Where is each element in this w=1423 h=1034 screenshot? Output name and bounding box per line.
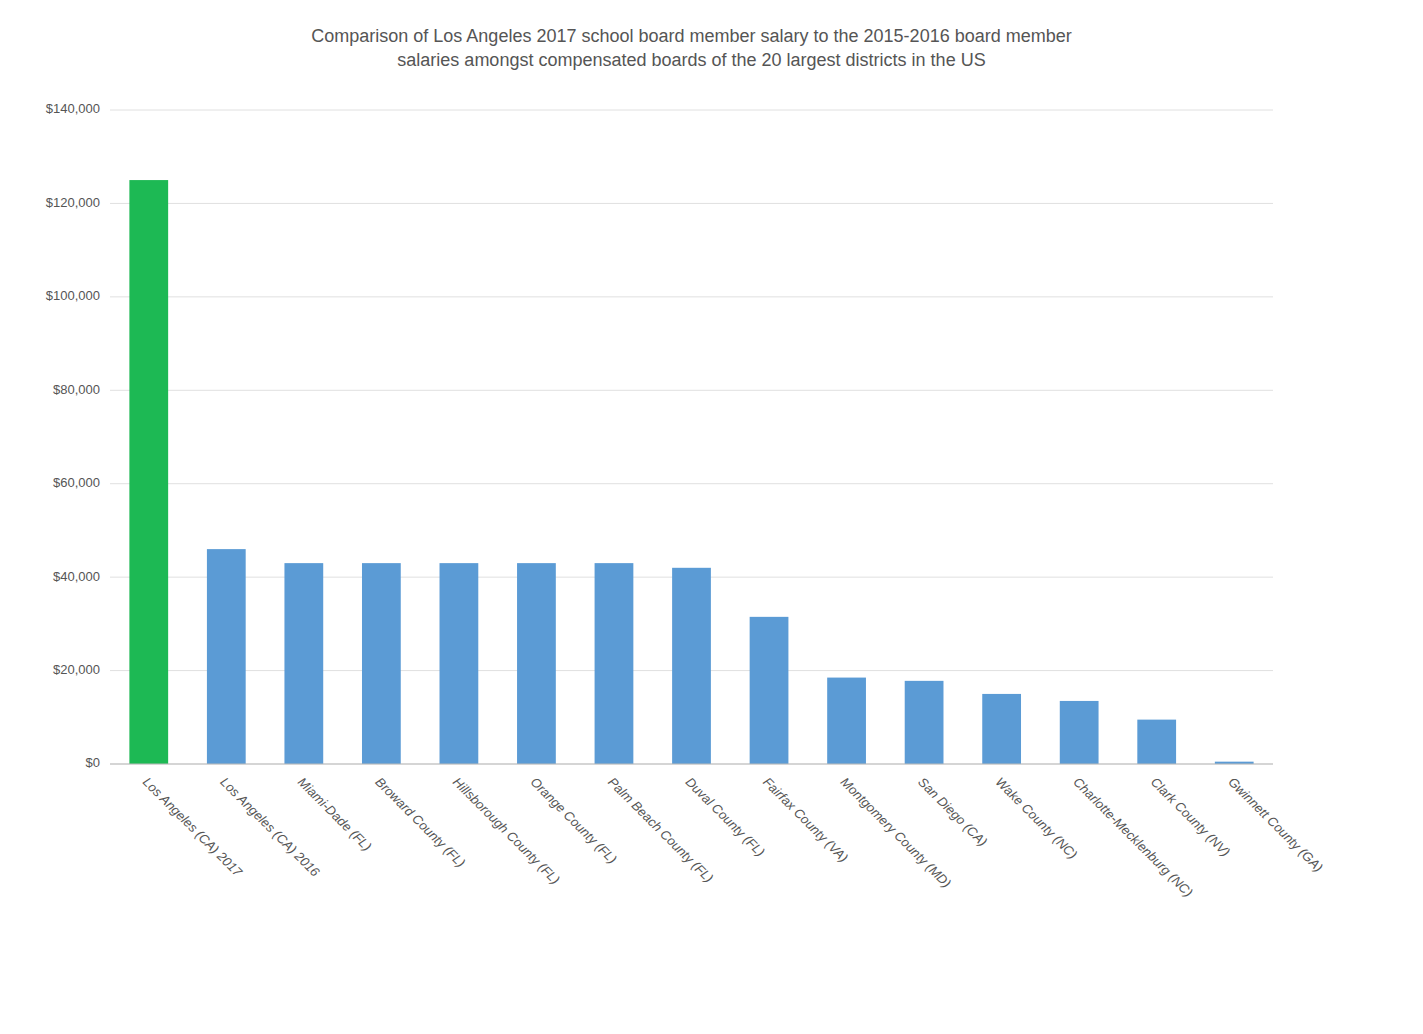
bar [672,568,711,764]
y-tick-label: $120,000 [46,195,100,210]
bar [129,180,168,764]
x-tick-label: Fairfax County (VA) [760,774,851,865]
bar [750,617,789,764]
background [0,0,1423,1034]
y-tick-label: $40,000 [53,569,100,584]
title: Comparison of Los Angeles 2017 school bo… [311,26,1071,70]
grid-line [110,483,1273,484]
bar [440,563,479,764]
bar [982,694,1021,764]
bar [362,563,401,764]
grid-line [110,203,1273,204]
y-grid [110,110,1273,764]
bars [129,180,1253,764]
bar [207,549,246,764]
bar [284,563,323,764]
bar [517,563,556,764]
x-tick-labels: Los Angeles (CA) 2017Los Angeles (CA) 20… [140,774,1326,900]
chart-svg: $0 $20,000 $40,000 $60,000 $80,000 $100,000 $1… [0,0,1423,1034]
bar [595,563,634,764]
y-tick-label: $140,000 [46,101,100,116]
title-line: Comparison of Los Angeles 2017 school bo… [311,26,1071,46]
y-tick-label: $20,000 [53,662,100,677]
x-tick-label: Duval County (FL) [683,774,768,859]
title-line: salaries amongst compensated boards of t… [397,50,985,70]
y-tick-label: $80,000 [53,382,100,397]
x-axis-line [110,764,1273,765]
grid-line [110,390,1273,391]
grid-line [110,764,1273,765]
x-tick-label: Gwinnett County (GA) [1225,774,1326,875]
y-tick-labels: $0 $20,000 $40,000 $60,000 $80,000 $100,000 $1… [46,101,100,770]
grid-line [110,110,1273,111]
y-tick-label: $100,000 [46,288,100,303]
bar [905,681,944,764]
chart-container: $0 $20,000 $40,000 $60,000 $80,000 $100,000 $1… [0,0,1423,1034]
x-tick-label: Miami-Dade (FL) [295,774,375,854]
x-tick-label: Clark County (NV) [1148,774,1233,859]
x-tick-label: Orange County (FL) [528,774,620,866]
grid-line [110,296,1273,297]
x-tick-label: Wake County (NC) [993,774,1081,862]
y-tick-label: $0 [86,755,100,770]
y-tick-label: $60,000 [53,475,100,490]
x-tick-label: San Diego (CA) [915,774,990,849]
bar [1060,701,1099,764]
bar [1137,720,1176,764]
bar [827,678,866,764]
